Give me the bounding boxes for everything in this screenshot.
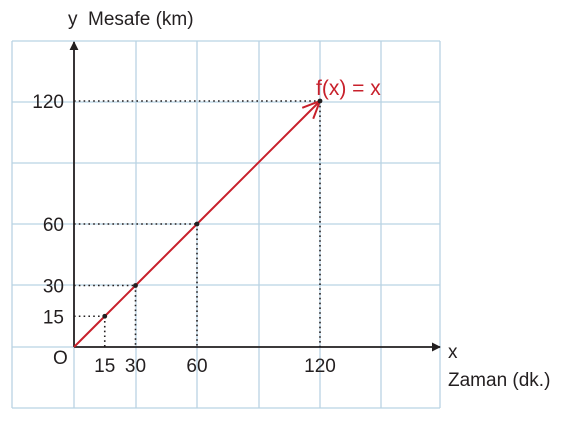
x-tick-label-120: 120 — [304, 356, 336, 377]
x-tick-label-30: 30 — [125, 356, 146, 377]
data-point-15 — [102, 313, 108, 319]
x-tick-label-60: 60 — [186, 356, 207, 377]
labels-layer: y Mesafe (km) x Zaman (dk.) O f(x) = x 1… — [32, 9, 550, 391]
y-tick-label-120: 120 — [32, 92, 64, 113]
y-tick-label-30: 30 — [43, 277, 64, 298]
y-axis-letter: y — [68, 9, 78, 30]
y-axis-title: Mesafe (km) — [88, 9, 194, 30]
dotted-guides — [74, 100, 321, 347]
y-tick-label-60: 60 — [43, 215, 64, 236]
axes — [69, 41, 441, 352]
data-point-120 — [317, 98, 323, 104]
data-point-30 — [133, 283, 138, 288]
x-axis-title: Zaman (dk.) — [448, 370, 550, 391]
data-point-60 — [194, 221, 200, 227]
points-layer — [102, 98, 323, 319]
y-tick-label-15: 15 — [43, 307, 64, 328]
function-label: f(x) = x — [316, 77, 381, 100]
origin-label: O — [53, 348, 68, 369]
x-axis-letter: x — [448, 342, 458, 363]
x-tick-label-15: 15 — [94, 356, 115, 377]
